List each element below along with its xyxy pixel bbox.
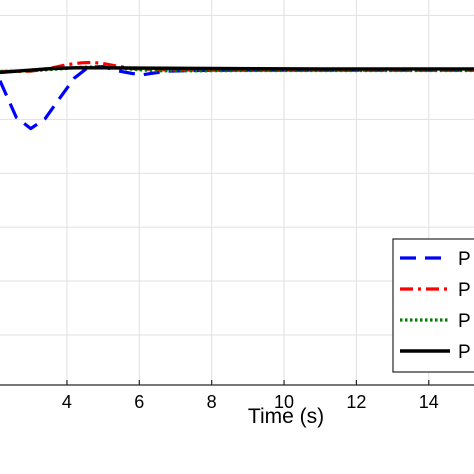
x-tick-label: 8 [207,392,217,412]
x-tick-label: 6 [134,392,144,412]
grid [0,0,474,385]
x-tick-label: 12 [346,392,366,412]
x-ticks: 4 6 8 10 12 14 [62,380,439,412]
x-tick-label: 10 [274,392,294,412]
x-tick-label: 4 [62,392,72,412]
series-line-dotted [0,65,474,74]
series-line-solid [0,66,474,75]
series-lines [0,60,474,131]
legend-label: P [458,280,471,301]
x-tick-label: 14 [419,392,439,412]
legend-label: P [458,342,471,363]
x-axis-label: Time (s) [248,405,324,428]
legend-label: P [458,311,471,332]
legend-label: P [458,249,471,270]
